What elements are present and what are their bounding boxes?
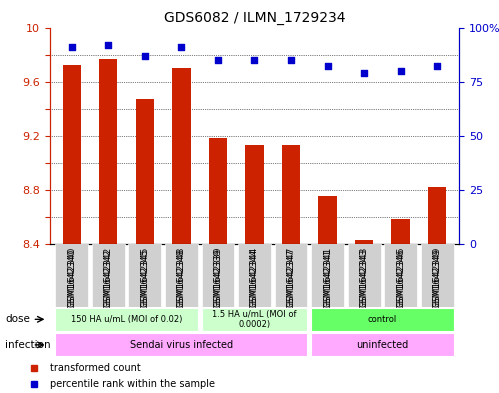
Point — [250, 57, 258, 63]
Text: GSM1642342: GSM1642342 — [104, 249, 113, 309]
Point — [397, 68, 405, 74]
Text: GSM1642347: GSM1642347 — [286, 249, 295, 309]
Title: GDS6082 / ILMN_1729234: GDS6082 / ILMN_1729234 — [164, 11, 345, 25]
FancyBboxPatch shape — [202, 244, 235, 307]
FancyBboxPatch shape — [274, 244, 307, 307]
FancyBboxPatch shape — [348, 244, 381, 307]
Text: 1.5 HA u/mL (MOI of
0.0002): 1.5 HA u/mL (MOI of 0.0002) — [212, 310, 297, 329]
Text: GSM1642344: GSM1642344 — [250, 247, 259, 307]
FancyBboxPatch shape — [238, 244, 271, 307]
Text: transformed count: transformed count — [50, 364, 140, 373]
Bar — [318, 196, 337, 244]
Text: GSM1642343: GSM1642343 — [360, 247, 369, 307]
Text: GSM1642342: GSM1642342 — [104, 247, 113, 307]
Bar — [136, 99, 154, 244]
Point — [433, 63, 441, 70]
Text: GSM1642341: GSM1642341 — [323, 249, 332, 309]
Text: GSM1642344: GSM1642344 — [250, 249, 259, 309]
Text: GSM1642348: GSM1642348 — [177, 247, 186, 307]
FancyBboxPatch shape — [128, 244, 161, 307]
Bar — [428, 187, 446, 244]
Text: GSM1642339: GSM1642339 — [214, 249, 223, 309]
FancyBboxPatch shape — [165, 244, 198, 307]
Text: uninfected: uninfected — [356, 340, 409, 350]
Point — [287, 57, 295, 63]
Text: Sendai virus infected: Sendai virus infected — [130, 340, 233, 350]
Bar — [99, 59, 117, 244]
FancyBboxPatch shape — [55, 308, 198, 331]
FancyBboxPatch shape — [92, 244, 125, 307]
Bar — [63, 65, 81, 244]
Text: GSM1642345: GSM1642345 — [140, 247, 149, 307]
Text: control: control — [368, 315, 397, 324]
Text: GSM1642349: GSM1642349 — [433, 249, 442, 309]
Point — [178, 44, 186, 50]
FancyBboxPatch shape — [311, 308, 454, 331]
Text: infection: infection — [5, 340, 50, 350]
Text: GSM1642341: GSM1642341 — [323, 247, 332, 307]
Point — [214, 57, 222, 63]
Text: GSM1642349: GSM1642349 — [433, 247, 442, 307]
Point — [360, 70, 368, 76]
Bar — [172, 68, 191, 244]
Text: GSM1642348: GSM1642348 — [177, 249, 186, 309]
Point — [323, 63, 331, 70]
Text: GSM1642346: GSM1642346 — [396, 249, 405, 309]
Text: percentile rank within the sample: percentile rank within the sample — [50, 378, 215, 389]
Text: GSM1642345: GSM1642345 — [140, 249, 149, 309]
Text: GSM1642340: GSM1642340 — [67, 249, 76, 309]
FancyBboxPatch shape — [202, 308, 307, 331]
Point — [141, 52, 149, 59]
FancyBboxPatch shape — [384, 244, 417, 307]
FancyBboxPatch shape — [311, 333, 454, 356]
FancyBboxPatch shape — [55, 333, 307, 356]
Text: GSM1642339: GSM1642339 — [214, 247, 223, 307]
Text: 150 HA u/mL (MOI of 0.02): 150 HA u/mL (MOI of 0.02) — [71, 315, 182, 324]
Bar — [355, 240, 373, 244]
FancyBboxPatch shape — [421, 244, 454, 307]
Text: GSM1642347: GSM1642347 — [286, 247, 295, 307]
Bar — [282, 145, 300, 244]
FancyBboxPatch shape — [55, 244, 88, 307]
Point — [104, 42, 112, 48]
Bar — [209, 138, 227, 244]
Point — [68, 44, 76, 50]
Text: GSM1642346: GSM1642346 — [396, 247, 405, 307]
Bar — [246, 145, 263, 244]
FancyBboxPatch shape — [311, 244, 344, 307]
Text: dose: dose — [5, 314, 30, 324]
Text: GSM1642340: GSM1642340 — [67, 247, 76, 307]
Text: GSM1642343: GSM1642343 — [360, 249, 369, 309]
Bar — [392, 219, 410, 244]
